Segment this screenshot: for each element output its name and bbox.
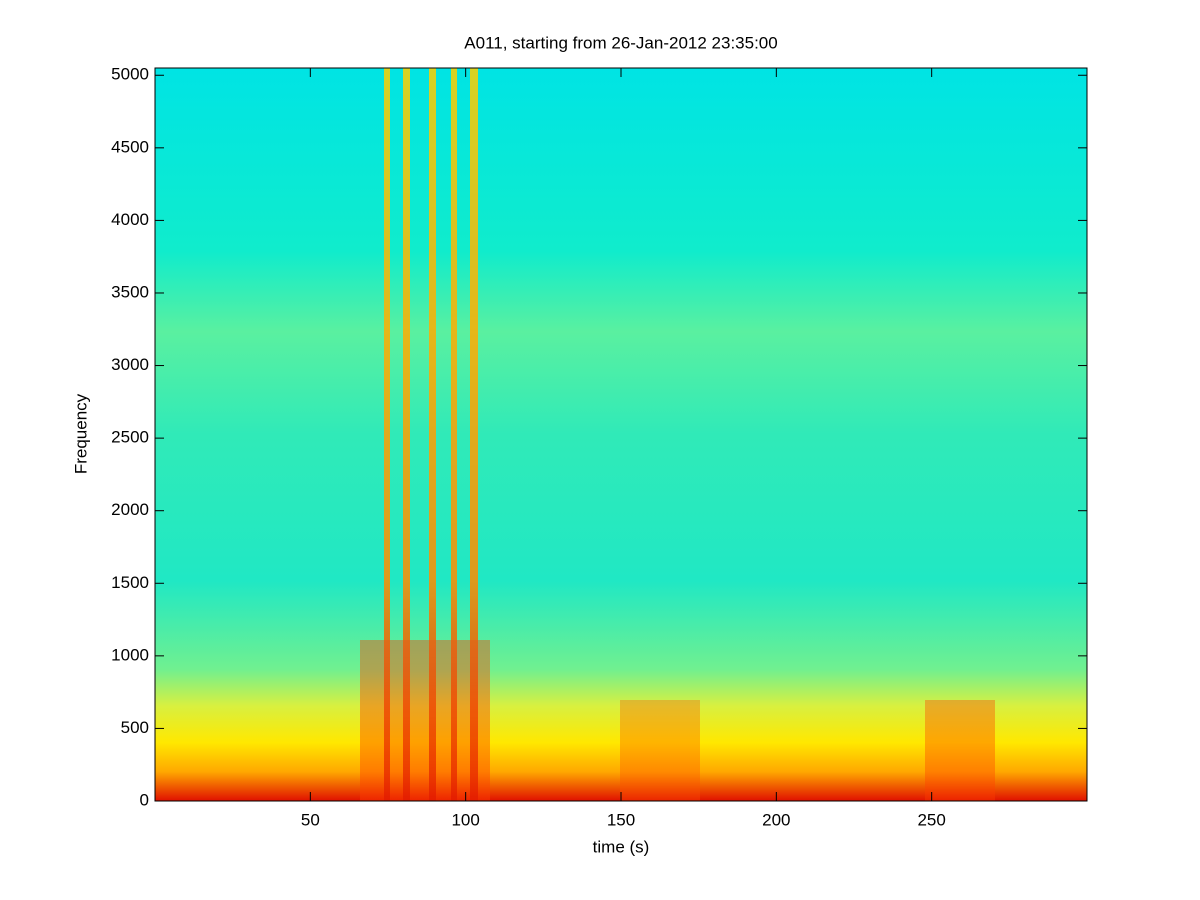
y-tick-label: 2000: [111, 500, 149, 519]
y-tick-label: 4000: [111, 210, 149, 229]
event-blob: [925, 700, 995, 801]
y-tick-label: 3000: [111, 355, 149, 374]
x-tick-label: 150: [607, 810, 635, 829]
y-tick-label: 3500: [111, 282, 149, 301]
x-tick-label: 100: [451, 810, 479, 829]
y-tick-label: 0: [140, 790, 149, 809]
spectrogram-image: [155, 68, 1087, 801]
y-tick-label: 1500: [111, 573, 149, 592]
x-tick-label: 50: [301, 810, 320, 829]
event-stripe: [451, 68, 457, 801]
event-stripe: [470, 68, 478, 801]
event-stripe: [384, 68, 390, 801]
event-stripe: [429, 68, 436, 801]
y-tick-label: 1000: [111, 645, 149, 664]
chart-title: A011, starting from 26-Jan-2012 23:35:00: [464, 33, 777, 52]
y-tick-label: 4500: [111, 137, 149, 156]
y-tick-label: 2500: [111, 428, 149, 447]
event-blob: [360, 640, 490, 801]
y-tick-label: 500: [121, 718, 149, 737]
y-tick-label: 5000: [111, 65, 149, 84]
spectrogram-events: [360, 68, 995, 801]
event-stripe: [403, 68, 410, 801]
y-axis-label: Frequency: [71, 393, 90, 474]
x-tick-label: 200: [762, 810, 790, 829]
x-axis-label: time (s): [593, 837, 650, 856]
event-blob: [620, 700, 700, 801]
x-tick-label: 250: [917, 810, 945, 829]
